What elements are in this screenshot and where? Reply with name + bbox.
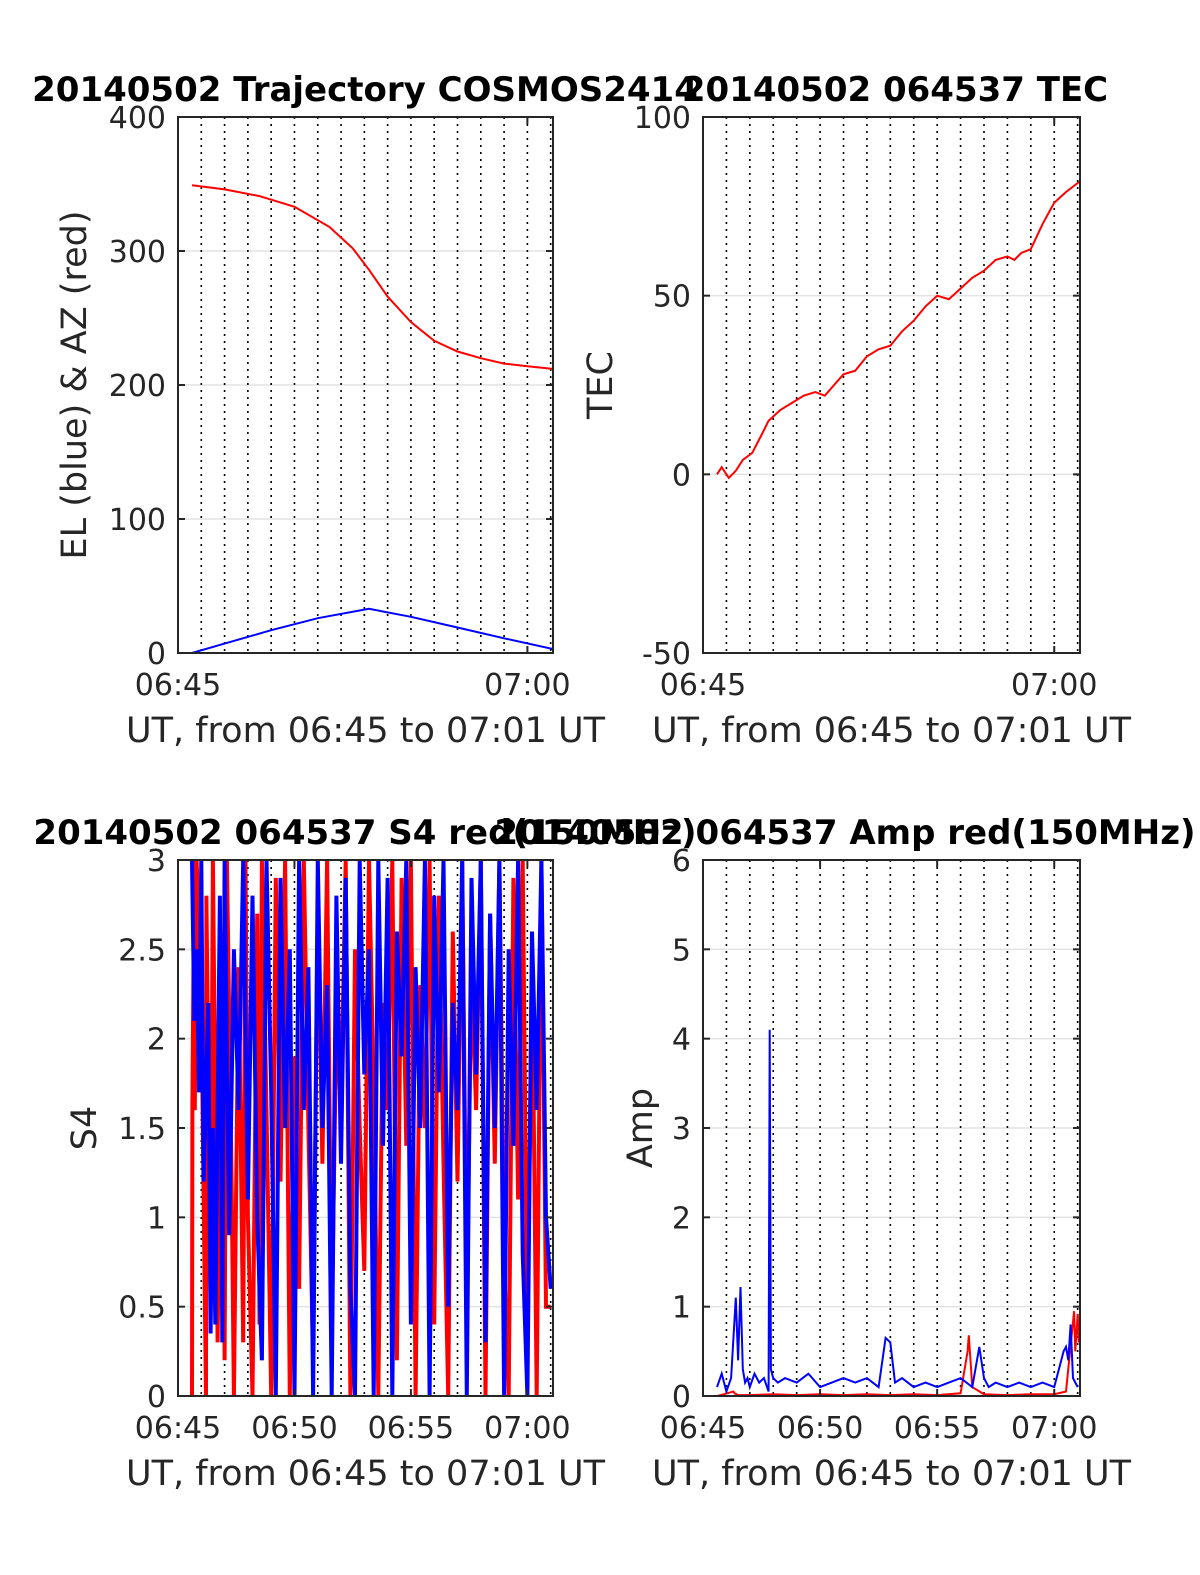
- x-tick-label: 06:45: [135, 668, 221, 703]
- y-tick-label: 4: [672, 1023, 691, 1058]
- y-tick-label: 2: [147, 1023, 166, 1058]
- x-axis-label: UT, from 06:45 to 07:01 UT: [652, 1454, 1132, 1494]
- chart-panel-4: 0 1 2 3 4 5 6 06:45 06:50 06:55 07:00 UT, from 06:4…: [494, 813, 1195, 1494]
- y-axis-label: S4: [65, 1106, 105, 1151]
- y-tick-label: 1.5: [118, 1112, 166, 1147]
- x-tick-label: 07:00: [1011, 1411, 1097, 1446]
- y-tick-label: 5: [672, 933, 691, 968]
- x-tick-label: 06:45: [135, 1411, 221, 1446]
- chart-panel-2: -50 0 50 100 06:45 07:00 UT, from 06:45 to 07:…: [581, 70, 1132, 751]
- x-tick-label: 07:00: [1011, 668, 1097, 703]
- x-axis-label: UT, from 06:45 to 07:01 UT: [652, 711, 1132, 751]
- chart-title: 20140502 Trajectory COSMOS2414: [32, 70, 698, 110]
- y-axis-label: EL (blue) & AZ (red): [55, 211, 95, 560]
- y-tick-label: 1: [147, 1201, 166, 1236]
- x-tick-label: 06:50: [777, 1411, 863, 1446]
- x-axis-label: UT, from 06:45 to 07:01 UT: [126, 1454, 606, 1494]
- y-tick-label: 0: [672, 458, 691, 493]
- y-tick-label: 6: [672, 844, 691, 879]
- chart-panel-3: 0 0.5 1 1.5 2 2.5 3 06:45 06:50 06:55 07:00 UT, fro…: [33, 813, 696, 1494]
- x-tick-label: 06:45: [660, 1411, 746, 1446]
- y-tick-label: -50: [642, 637, 691, 672]
- y-tick-label: 2: [672, 1201, 691, 1236]
- y-tick-label: 200: [109, 369, 166, 404]
- y-tick-label: 3: [147, 844, 166, 879]
- y-tick-label: 400: [109, 101, 166, 136]
- y-tick-label: 50: [653, 280, 691, 315]
- y-tick-label: 0: [147, 1380, 166, 1415]
- y-axis-label: Amp: [621, 1088, 661, 1168]
- x-tick-label: 06:50: [251, 1411, 337, 1446]
- y-tick-label: 3: [672, 1112, 691, 1147]
- x-tick-label: 06:55: [894, 1411, 980, 1446]
- chart-title: 20140502 064537 Amp red(150MHz): [494, 813, 1195, 853]
- series-line-2: [716, 1029, 1079, 1395]
- axes-box: [702, 116, 1081, 654]
- x-tick-label: 07:00: [484, 668, 570, 703]
- y-tick-label: 0.5: [118, 1291, 166, 1326]
- x-tick-label: 06:55: [368, 1411, 454, 1446]
- y-tick-label: 0: [672, 1380, 691, 1415]
- y-axis-label: TEC: [581, 351, 621, 420]
- y-tick-label: 100: [634, 101, 691, 136]
- x-tick-label: 06:45: [660, 668, 746, 703]
- y-tick-label: 0: [147, 637, 166, 672]
- series-line-2: [191, 607, 553, 653]
- y-tick-label: 2.5: [118, 933, 166, 968]
- series-line-1: [716, 180, 1080, 480]
- series-line-2: [190, 860, 553, 1396]
- x-axis-label: UT, from 06:45 to 07:01 UT: [126, 711, 606, 751]
- chart-title: 20140502 064537 TEC: [682, 70, 1108, 110]
- y-tick-label: 100: [109, 503, 166, 538]
- chart-panel-1: 0 100 200 300 400 06:45 07:00 UT, from 06:45 to…: [32, 70, 698, 751]
- series-line-1: [191, 184, 553, 370]
- plot-area: [703, 117, 1080, 653]
- y-tick-label: 1: [672, 1291, 691, 1326]
- y-tick-label: 300: [109, 235, 166, 270]
- chart-title: 20140502 064537 S4 red(150MHz): [33, 813, 696, 853]
- x-tick-label: 07:00: [484, 1411, 570, 1446]
